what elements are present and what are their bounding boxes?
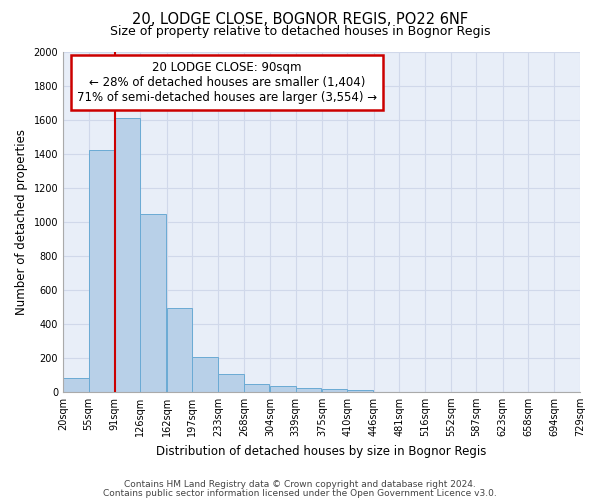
Bar bbox=[140, 214, 166, 392]
Bar bbox=[167, 308, 192, 392]
Y-axis label: Number of detached properties: Number of detached properties bbox=[15, 128, 28, 314]
Text: 20, LODGE CLOSE, BOGNOR REGIS, PO22 6NF: 20, LODGE CLOSE, BOGNOR REGIS, PO22 6NF bbox=[132, 12, 468, 28]
Bar bbox=[63, 378, 89, 392]
Text: 20 LODGE CLOSE: 90sqm
← 28% of detached houses are smaller (1,404)
71% of semi-d: 20 LODGE CLOSE: 90sqm ← 28% of detached … bbox=[77, 61, 377, 104]
Bar bbox=[322, 390, 347, 392]
Text: Contains public sector information licensed under the Open Government Licence v3: Contains public sector information licen… bbox=[103, 488, 497, 498]
Bar bbox=[218, 374, 244, 392]
X-axis label: Distribution of detached houses by size in Bognor Regis: Distribution of detached houses by size … bbox=[157, 444, 487, 458]
Bar bbox=[192, 357, 218, 392]
Bar bbox=[244, 384, 269, 392]
Bar bbox=[270, 386, 296, 392]
Bar bbox=[115, 118, 140, 392]
Text: Size of property relative to detached houses in Bognor Regis: Size of property relative to detached ho… bbox=[110, 25, 490, 38]
Bar bbox=[296, 388, 321, 392]
Bar bbox=[347, 390, 373, 392]
Bar bbox=[89, 150, 114, 392]
Text: Contains HM Land Registry data © Crown copyright and database right 2024.: Contains HM Land Registry data © Crown c… bbox=[124, 480, 476, 489]
